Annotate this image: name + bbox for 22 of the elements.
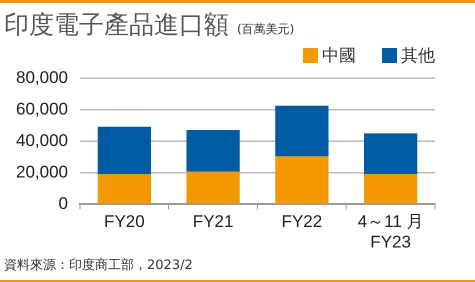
bar bbox=[98, 126, 151, 174]
x-tick-label: FY22 bbox=[282, 212, 322, 232]
y-tick-label: 60,000 bbox=[16, 99, 68, 118]
bar bbox=[186, 172, 240, 204]
source-note: 資料來源：印度商工部，2023/2 bbox=[4, 257, 193, 274]
y-tick-label: 0 bbox=[58, 194, 68, 213]
chart-title: 印度電子產品進口額 bbox=[4, 10, 229, 39]
x-tick-label: FY20 bbox=[104, 212, 145, 232]
y-tick-label: 80,000 bbox=[16, 68, 68, 87]
x-tick-label: FY21 bbox=[192, 212, 234, 232]
bar bbox=[364, 174, 418, 204]
bar bbox=[364, 133, 418, 174]
legend-label: 中國 bbox=[321, 45, 356, 67]
legend-label: 其他 bbox=[400, 45, 435, 67]
bar bbox=[98, 174, 151, 204]
chart-subtitle: (百萬美元) bbox=[236, 22, 294, 36]
x-tick-label: 4～11 月 FY23 bbox=[358, 212, 424, 252]
y-tick-label: 40,000 bbox=[16, 130, 68, 150]
bar bbox=[275, 156, 328, 204]
bar bbox=[186, 130, 240, 172]
bar bbox=[275, 106, 328, 156]
y-tick-label: 20,000 bbox=[16, 162, 68, 182]
